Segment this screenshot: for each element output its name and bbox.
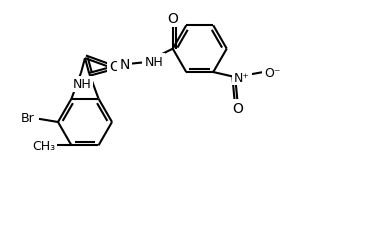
Text: NH: NH [73,78,91,91]
Text: CH₃: CH₃ [32,139,55,152]
Text: O: O [167,12,178,26]
Text: O: O [232,102,243,116]
Text: N⁺: N⁺ [234,71,250,84]
Text: O: O [109,60,120,74]
Text: O⁻: O⁻ [264,66,281,79]
Text: NH: NH [144,55,163,68]
Text: Br: Br [21,112,35,125]
Text: N: N [120,58,130,72]
